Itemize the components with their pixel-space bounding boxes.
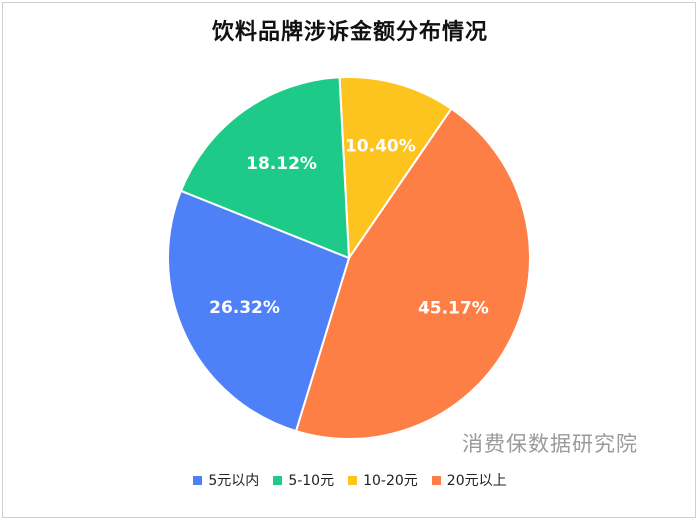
legend-swatch	[431, 475, 441, 485]
legend: 5元以内 5-10元 10-20元 20元以上	[0, 470, 700, 490]
legend-item-4: 20元以上	[431, 470, 507, 490]
legend-swatch	[273, 475, 283, 485]
slice-label-2: 18.12%	[246, 154, 317, 174]
legend-item-1: 5元以内	[193, 470, 259, 490]
legend-swatch	[348, 475, 358, 485]
pie-slice-4	[294, 107, 531, 440]
legend-label: 5元以内	[208, 473, 260, 489]
legend-item-3: 10-20元	[348, 470, 418, 490]
legend-item-2: 5-10元	[273, 470, 334, 490]
chart-title: 饮料品牌涉诉金额分布情况	[211, 20, 488, 45]
slice-label-3: 10.40%	[345, 136, 416, 156]
slice-label-1: 26.32%	[209, 298, 280, 318]
slice-label-4: 45.17%	[418, 298, 489, 318]
legend-label: 20元以上	[446, 473, 507, 489]
pie-slice-2	[179, 76, 351, 260]
legend-swatch	[193, 475, 203, 485]
pie-slice-1	[167, 189, 351, 433]
legend-label: 5-10元	[288, 473, 335, 489]
pie-slice-3	[338, 76, 453, 261]
legend-label: 10-20元	[363, 473, 418, 489]
watermark: 消费保数据研究院	[462, 432, 638, 456]
